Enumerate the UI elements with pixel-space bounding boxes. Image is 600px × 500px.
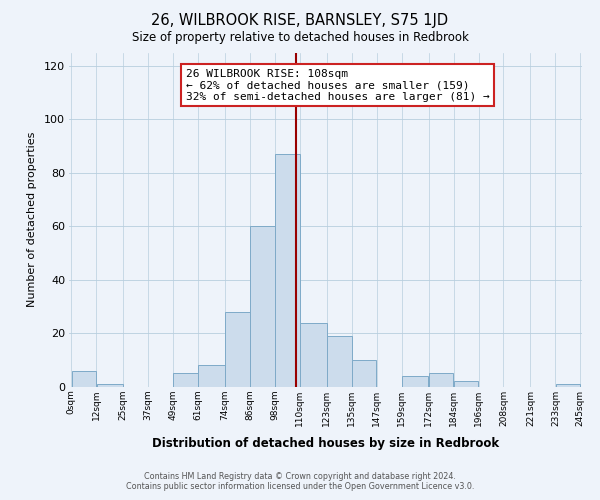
- X-axis label: Distribution of detached houses by size in Redbrook: Distribution of detached houses by size …: [152, 437, 499, 450]
- Bar: [97, 384, 123, 386]
- Bar: [71, 370, 96, 386]
- Bar: [225, 312, 250, 386]
- Text: Size of property relative to detached houses in Redbrook: Size of property relative to detached ho…: [131, 31, 469, 44]
- Bar: [454, 382, 478, 386]
- Text: 26, WILBROOK RISE, BARNSLEY, S75 1JD: 26, WILBROOK RISE, BARNSLEY, S75 1JD: [151, 12, 449, 28]
- Bar: [173, 374, 198, 386]
- Bar: [275, 154, 299, 386]
- Bar: [199, 366, 225, 386]
- Y-axis label: Number of detached properties: Number of detached properties: [27, 132, 37, 308]
- Bar: [402, 376, 428, 386]
- Bar: [556, 384, 580, 386]
- Bar: [429, 374, 454, 386]
- Text: 26 WILBROOK RISE: 108sqm
← 62% of detached houses are smaller (159)
32% of semi-: 26 WILBROOK RISE: 108sqm ← 62% of detach…: [185, 68, 490, 102]
- Bar: [352, 360, 376, 386]
- Bar: [300, 322, 326, 386]
- Text: Contains HM Land Registry data © Crown copyright and database right 2024.
Contai: Contains HM Land Registry data © Crown c…: [126, 472, 474, 491]
- Bar: [327, 336, 352, 386]
- Bar: [250, 226, 275, 386]
